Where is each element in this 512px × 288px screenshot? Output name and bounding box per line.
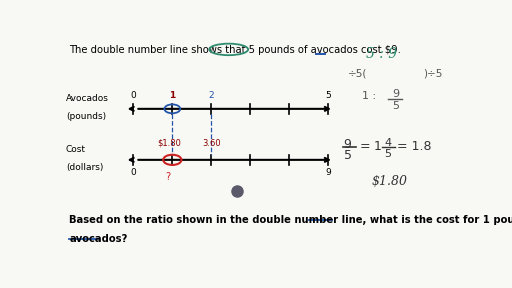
Text: )÷5: )÷5 <box>423 69 442 79</box>
Text: ?: ? <box>165 172 170 182</box>
Text: avocados?: avocados? <box>69 234 127 244</box>
Text: 5: 5 <box>392 101 399 111</box>
Text: 5 : 9: 5 : 9 <box>366 47 397 61</box>
Text: =: = <box>359 140 370 153</box>
Text: Based on the ratio shown in the double number line, what is the cost for 1 pound: Based on the ratio shown in the double n… <box>69 215 512 225</box>
Text: $1.80: $1.80 <box>157 139 181 148</box>
Text: 1: 1 <box>373 140 381 153</box>
Text: (dollars): (dollars) <box>66 163 103 172</box>
Text: 1 :: 1 : <box>361 91 376 101</box>
Text: 1: 1 <box>169 91 176 101</box>
Text: 4: 4 <box>385 138 392 148</box>
Text: ÷5(: ÷5( <box>348 69 367 79</box>
Text: = 1.8: = 1.8 <box>397 140 432 153</box>
Text: Avocados: Avocados <box>66 94 109 103</box>
Text: 9: 9 <box>344 138 352 151</box>
Text: (pounds): (pounds) <box>66 112 106 121</box>
Text: 9: 9 <box>325 168 331 177</box>
Text: 5: 5 <box>344 149 352 162</box>
Text: 5: 5 <box>325 91 331 101</box>
Text: 0: 0 <box>131 168 136 177</box>
Text: $1.80: $1.80 <box>372 175 408 188</box>
Text: Cost: Cost <box>66 145 86 154</box>
Text: 5: 5 <box>385 149 392 159</box>
Text: 3.60: 3.60 <box>203 139 221 148</box>
Text: 2: 2 <box>208 91 214 101</box>
Text: The double number line shows that 5 pounds of avocados cost $9.: The double number line shows that 5 poun… <box>69 45 401 54</box>
Text: 9: 9 <box>392 89 399 99</box>
Text: 0: 0 <box>131 91 136 101</box>
